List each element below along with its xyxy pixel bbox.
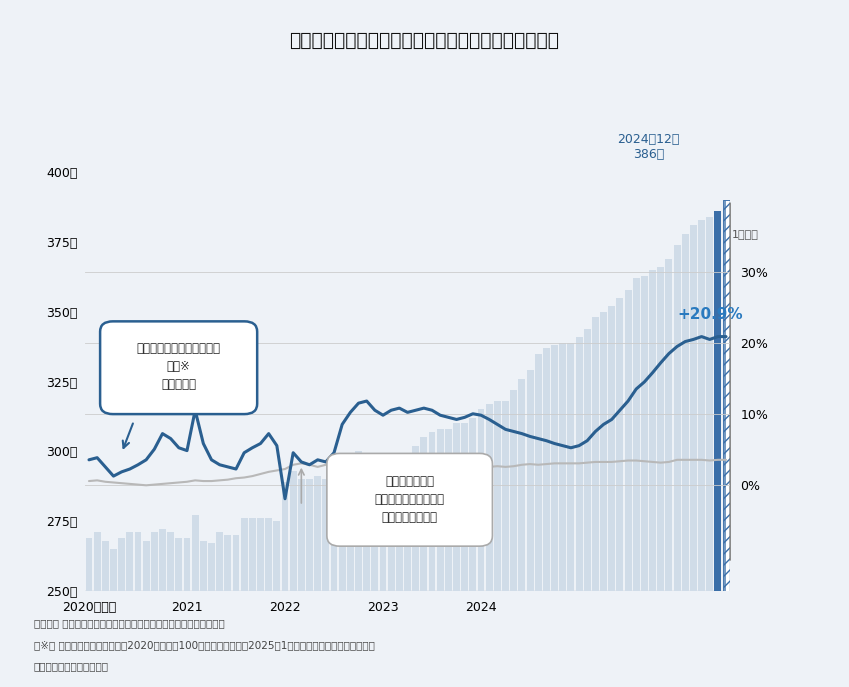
Bar xyxy=(282,482,289,591)
Bar xyxy=(486,404,492,591)
Bar xyxy=(576,337,582,591)
Bar xyxy=(339,457,346,591)
Bar xyxy=(420,438,427,591)
Bar xyxy=(347,454,354,591)
Bar xyxy=(110,549,117,591)
Bar xyxy=(682,234,689,591)
Bar xyxy=(134,532,142,591)
Bar xyxy=(167,532,174,591)
Bar xyxy=(600,312,607,591)
Bar xyxy=(208,543,215,591)
Bar xyxy=(510,390,517,591)
Bar xyxy=(690,225,697,591)
Bar xyxy=(413,446,419,591)
Text: 基に算出した予想値: 基に算出した予想値 xyxy=(34,661,109,671)
Bar xyxy=(323,480,329,591)
Bar xyxy=(241,518,248,591)
Bar xyxy=(265,518,273,591)
Bar xyxy=(233,535,239,591)
Bar xyxy=(102,541,109,591)
Text: 「カレーライス物価」と「指数」伸び率（全国平均）: 「カレーライス物価」と「指数」伸び率（全国平均） xyxy=(290,31,559,50)
Bar xyxy=(519,379,526,591)
Text: 消費者物価指数
（生鮮食品除く総合）
全国、前年同月比: 消費者物価指数 （生鮮食品除く総合） 全国、前年同月比 xyxy=(374,475,445,524)
Bar xyxy=(657,267,664,591)
Bar xyxy=(330,473,338,591)
Bar xyxy=(666,259,672,591)
Text: 「カレーライス物価指数」
推移※
前年同月比: 「カレーライス物価指数」 推移※ 前年同月比 xyxy=(137,342,221,391)
Bar xyxy=(396,454,402,591)
Bar xyxy=(388,454,395,591)
Bar xyxy=(151,532,158,591)
Bar xyxy=(290,471,296,591)
Bar xyxy=(494,401,501,591)
Bar xyxy=(641,275,648,591)
Bar xyxy=(592,317,599,591)
Bar xyxy=(200,541,207,591)
Text: +20.9%: +20.9% xyxy=(677,306,743,322)
Bar xyxy=(722,201,729,591)
Bar xyxy=(673,245,681,591)
Bar xyxy=(192,515,199,591)
Text: 1月予想: 1月予想 xyxy=(732,229,759,239)
Bar xyxy=(224,535,231,591)
Bar xyxy=(543,348,550,591)
Bar xyxy=(551,346,558,591)
Bar xyxy=(93,532,101,591)
Bar xyxy=(714,212,722,591)
Bar xyxy=(445,429,452,591)
Bar xyxy=(526,370,533,591)
Text: カレーライス1食当たりの
調理コスト: カレーライス1食当たりの 調理コスト xyxy=(155,373,239,401)
Bar xyxy=(698,220,705,591)
Bar xyxy=(502,401,509,591)
Bar xyxy=(380,460,386,591)
Bar xyxy=(625,289,632,591)
Bar xyxy=(706,217,713,591)
Bar xyxy=(216,532,223,591)
Bar xyxy=(429,432,436,591)
Bar xyxy=(127,532,133,591)
Bar xyxy=(722,201,729,591)
Bar xyxy=(461,423,468,591)
Bar xyxy=(649,270,656,591)
Bar xyxy=(535,354,542,591)
Bar xyxy=(633,278,639,591)
Bar xyxy=(559,343,566,591)
Bar xyxy=(159,530,166,591)
Bar xyxy=(453,423,460,591)
Bar xyxy=(616,298,623,591)
Bar xyxy=(404,454,411,591)
Bar xyxy=(567,343,574,591)
Text: 2024年12月
386円: 2024年12月 386円 xyxy=(617,133,680,161)
Bar xyxy=(477,409,485,591)
Text: ［出所］ 総務省「小売物価統計調査」を基に帝国データバンク作成: ［出所］ 総務省「小売物価統計調査」を基に帝国データバンク作成 xyxy=(34,618,225,629)
Bar xyxy=(298,480,305,591)
Bar xyxy=(143,541,149,591)
Bar xyxy=(584,328,591,591)
Bar xyxy=(183,538,190,591)
Bar xyxy=(273,521,280,591)
Bar xyxy=(355,451,362,591)
Bar xyxy=(436,429,444,591)
Bar xyxy=(371,462,379,591)
Bar xyxy=(314,477,321,591)
Bar xyxy=(469,418,476,591)
Bar xyxy=(306,480,313,591)
Bar xyxy=(86,538,93,591)
Bar xyxy=(118,538,125,591)
Bar xyxy=(176,538,183,591)
Bar xyxy=(249,518,256,591)
Bar xyxy=(608,306,616,591)
Text: ［※］ カレーライス物価指数：2020年平均を100とした時の推移。2025年1月は同月分の東京都区部物価を: ［※］ カレーライス物価指数：2020年平均を100とした時の推移。2025年1… xyxy=(34,640,375,651)
Bar xyxy=(257,518,264,591)
Bar xyxy=(363,454,370,591)
